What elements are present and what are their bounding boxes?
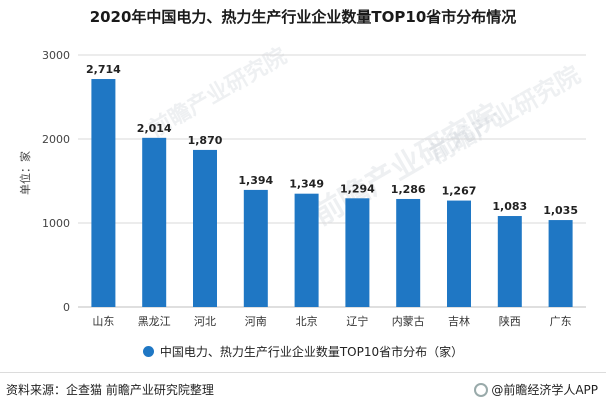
x-tick-label: 河南 — [245, 315, 267, 328]
bar — [142, 137, 167, 307]
x-tick-label: 广东 — [550, 315, 572, 328]
x-tick-label: 河北 — [194, 315, 216, 328]
footer-divider — [0, 372, 606, 373]
y-tick-label: 0 — [63, 301, 70, 314]
data-label: 1,294 — [340, 182, 375, 195]
chart-title: 2020年中国电力、热力生产行业企业数量TOP10省市分布情况 — [89, 8, 517, 26]
bar — [243, 189, 268, 307]
data-label: 2,014 — [137, 122, 172, 135]
x-tick-label: 吉林 — [448, 314, 470, 328]
x-tick-labels: 山东 黑龙江 河北 河南 北京 辽宁 内蒙古 吉林 陕西 广东 — [92, 314, 571, 328]
x-tick-label: 辽宁 — [346, 314, 368, 328]
y-tick-label: 3000 — [42, 49, 70, 62]
y-tick-labels: 0 1000 2000 3000 — [42, 49, 70, 314]
x-tick-label: 山东 — [92, 315, 114, 328]
bar — [294, 193, 319, 307]
source-note: 资料来源：企查猫 前瞻产业研究院整理 — [6, 383, 214, 397]
data-label: 1,394 — [238, 174, 273, 187]
x-tick-label: 陕西 — [499, 314, 521, 328]
x-tick-label: 黑龙江 — [138, 315, 171, 328]
data-labels: 2,714 2,014 1,870 1,394 1,349 1,294 1,286 1,267… — [86, 63, 578, 217]
data-label: 1,349 — [289, 178, 324, 191]
legend-label: 中国电力、热力生产行业企业数量TOP10省市分布（家） — [159, 345, 464, 359]
y-tick-label: 1000 — [42, 217, 70, 230]
bars — [91, 79, 573, 307]
data-label: 1,267 — [442, 185, 477, 198]
data-label: 1,083 — [492, 200, 527, 213]
bar — [497, 216, 522, 307]
bar — [396, 198, 421, 307]
brand-text: @前瞻经济学人APP — [491, 383, 598, 397]
bar — [91, 79, 116, 307]
bar — [193, 149, 217, 307]
bar — [548, 220, 573, 307]
data-label: 1,286 — [391, 183, 426, 196]
data-label: 1,035 — [543, 204, 578, 217]
legend-marker — [142, 346, 154, 357]
y-tick-label: 2000 — [42, 133, 70, 146]
bar — [345, 198, 370, 307]
data-label: 1,870 — [188, 134, 223, 147]
data-label: 2,714 — [86, 63, 121, 76]
brand-credit: @前瞻经济学人APP — [474, 381, 598, 398]
x-tick-label: 内蒙古 — [392, 314, 425, 328]
bar — [447, 200, 471, 307]
legend: 中国电力、热力生产行业企业数量TOP10省市分布（家） — [0, 343, 606, 360]
brand-logo-icon — [474, 383, 489, 397]
x-tick-label: 北京 — [296, 314, 318, 328]
